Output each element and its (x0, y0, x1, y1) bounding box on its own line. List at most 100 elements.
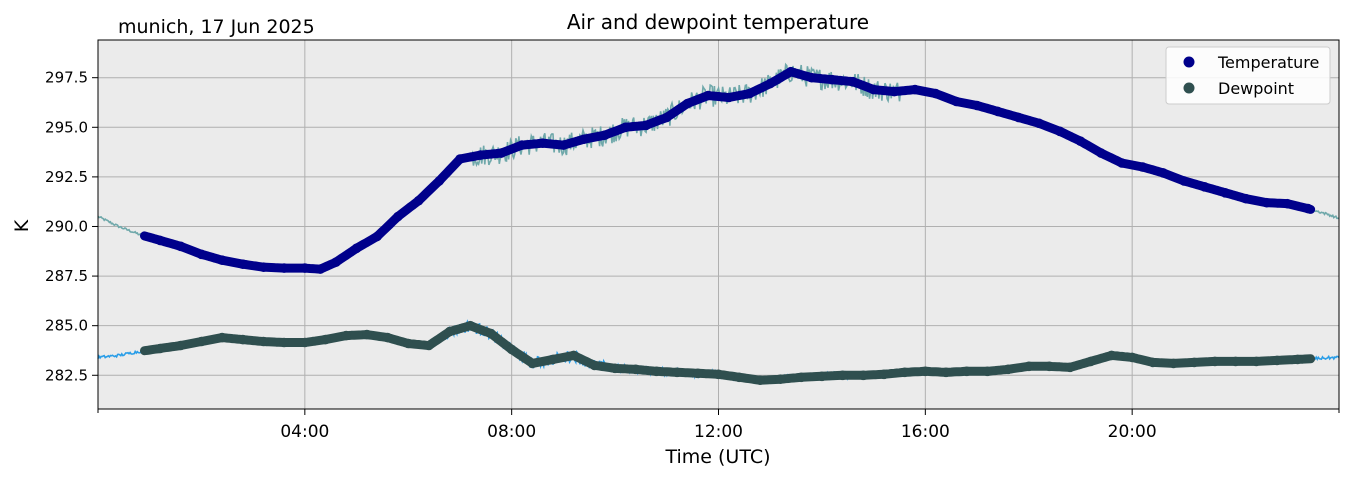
data-point-temperature (1261, 197, 1272, 208)
data-point-dewpoint (155, 343, 165, 354)
data-point-temperature (1055, 126, 1065, 137)
data-point-temperature (331, 257, 341, 268)
data-point-dewpoint (527, 358, 538, 369)
data-point-temperature (196, 249, 207, 260)
data-point-temperature (475, 150, 486, 160)
x-axis: 04:00 08:00 12:00 16:00 20:00 (97, 409, 1340, 442)
data-point-dewpoint (920, 366, 931, 377)
data-point-temperature (889, 86, 900, 97)
data-point-temperature (930, 88, 941, 99)
data-point-temperature (910, 84, 920, 95)
legend-box (1165, 46, 1331, 105)
data-point-temperature (372, 231, 383, 242)
data-point-temperature (1282, 198, 1293, 209)
legend: Temperature Dewpoint (1165, 46, 1331, 105)
data-point-temperature (496, 148, 507, 158)
data-point-temperature (703, 90, 713, 101)
series-layer (140, 66, 1316, 386)
data-point-temperature (951, 96, 962, 107)
data-point-temperature (351, 243, 362, 254)
data-point-dewpoint (548, 354, 558, 365)
x-tick-label: 20:00 (1108, 422, 1157, 442)
chart-title: Air and dewpoint temperature (567, 10, 869, 34)
x-tick-label: 08:00 (487, 422, 536, 442)
y-tick-label: 290.0 (45, 217, 88, 235)
legend-marker-temperature (1183, 56, 1195, 68)
data-point-temperature (579, 134, 589, 144)
data-point-temperature (662, 112, 672, 123)
data-point-temperature (279, 263, 289, 273)
data-point-dewpoint (1272, 355, 1282, 366)
data-point-dewpoint (424, 340, 434, 351)
data-point-dewpoint (403, 338, 414, 349)
data-point-dewpoint (1148, 357, 1158, 368)
x-axis-label: Time (UTC) (664, 446, 770, 468)
data-point-dewpoint (631, 364, 641, 375)
data-point-dewpoint (1024, 361, 1034, 372)
data-point-temperature (1158, 168, 1168, 178)
data-point-dewpoint (1065, 362, 1075, 373)
x-tick-label: 04:00 (280, 422, 329, 442)
data-point-dewpoint (341, 330, 352, 341)
data-point-dewpoint (755, 375, 765, 386)
data-point-dewpoint (1003, 364, 1013, 375)
data-point-dewpoint (1189, 357, 1199, 368)
data-point-temperature (972, 100, 982, 111)
y-tick-label: 287.5 (45, 267, 88, 285)
data-point-dewpoint (858, 370, 869, 381)
data-point-dewpoint (362, 329, 372, 340)
data-point-temperature (682, 98, 693, 109)
data-point-temperature (1034, 118, 1044, 129)
y-tick-label: 295.0 (45, 118, 88, 136)
legend-label-dewpoint: Dewpoint (1218, 79, 1294, 98)
data-point-dewpoint (961, 366, 972, 377)
legend-marker-dewpoint (1183, 82, 1195, 94)
data-point-temperature (393, 211, 403, 222)
data-point-temperature (238, 259, 248, 270)
data-point-dewpoint (320, 334, 331, 345)
data-point-dewpoint (1210, 356, 1220, 367)
y-tick-label: 297.5 (45, 69, 88, 87)
data-point-dewpoint (1292, 354, 1303, 365)
data-point-dewpoint (817, 371, 827, 382)
grid (98, 40, 1339, 409)
data-point-dewpoint (734, 372, 744, 383)
data-point-temperature (806, 72, 817, 83)
data-point-temperature (217, 255, 227, 265)
data-point-temperature (558, 140, 569, 150)
data-point-dewpoint (837, 370, 848, 381)
data-point-temperature (1137, 162, 1148, 172)
data-point-temperature (517, 140, 527, 150)
data-point-dewpoint (258, 336, 269, 347)
data-point-dewpoint (506, 344, 517, 355)
y-tick-label: 292.5 (45, 168, 88, 186)
data-point-temperature (744, 88, 755, 99)
data-point-dewpoint (1127, 352, 1137, 363)
data-point-temperature (786, 66, 796, 77)
data-point-dewpoint (382, 332, 393, 343)
data-point-dewpoint (610, 363, 620, 374)
data-point-temperature (599, 130, 610, 140)
data-point-dewpoint (300, 337, 310, 348)
data-point-temperature (724, 92, 734, 103)
data-point-temperature (175, 241, 186, 252)
data-point-temperature (827, 74, 838, 85)
y-tick-label: 282.5 (45, 366, 88, 384)
data-point-dewpoint (672, 367, 682, 378)
data-point-temperature (992, 106, 1003, 117)
chart-subtitle: munich, 17 Jun 2025 (118, 16, 315, 38)
x-tick-label: 16:00 (901, 422, 950, 442)
data-point-dewpoint (796, 372, 806, 383)
data-point-dewpoint (982, 366, 993, 377)
data-point-dewpoint (1168, 358, 1179, 369)
data-point-temperature (258, 262, 269, 273)
y-tick-label: 285.0 (45, 317, 88, 335)
data-point-dewpoint (651, 366, 662, 377)
data-point-temperature (300, 263, 310, 273)
data-point-dewpoint (899, 367, 910, 378)
data-point-temperature (641, 120, 651, 131)
data-point-dewpoint (279, 337, 289, 348)
data-point-dewpoint (879, 369, 889, 380)
data-point-dewpoint (1086, 356, 1096, 367)
data-point-temperature (868, 84, 879, 95)
